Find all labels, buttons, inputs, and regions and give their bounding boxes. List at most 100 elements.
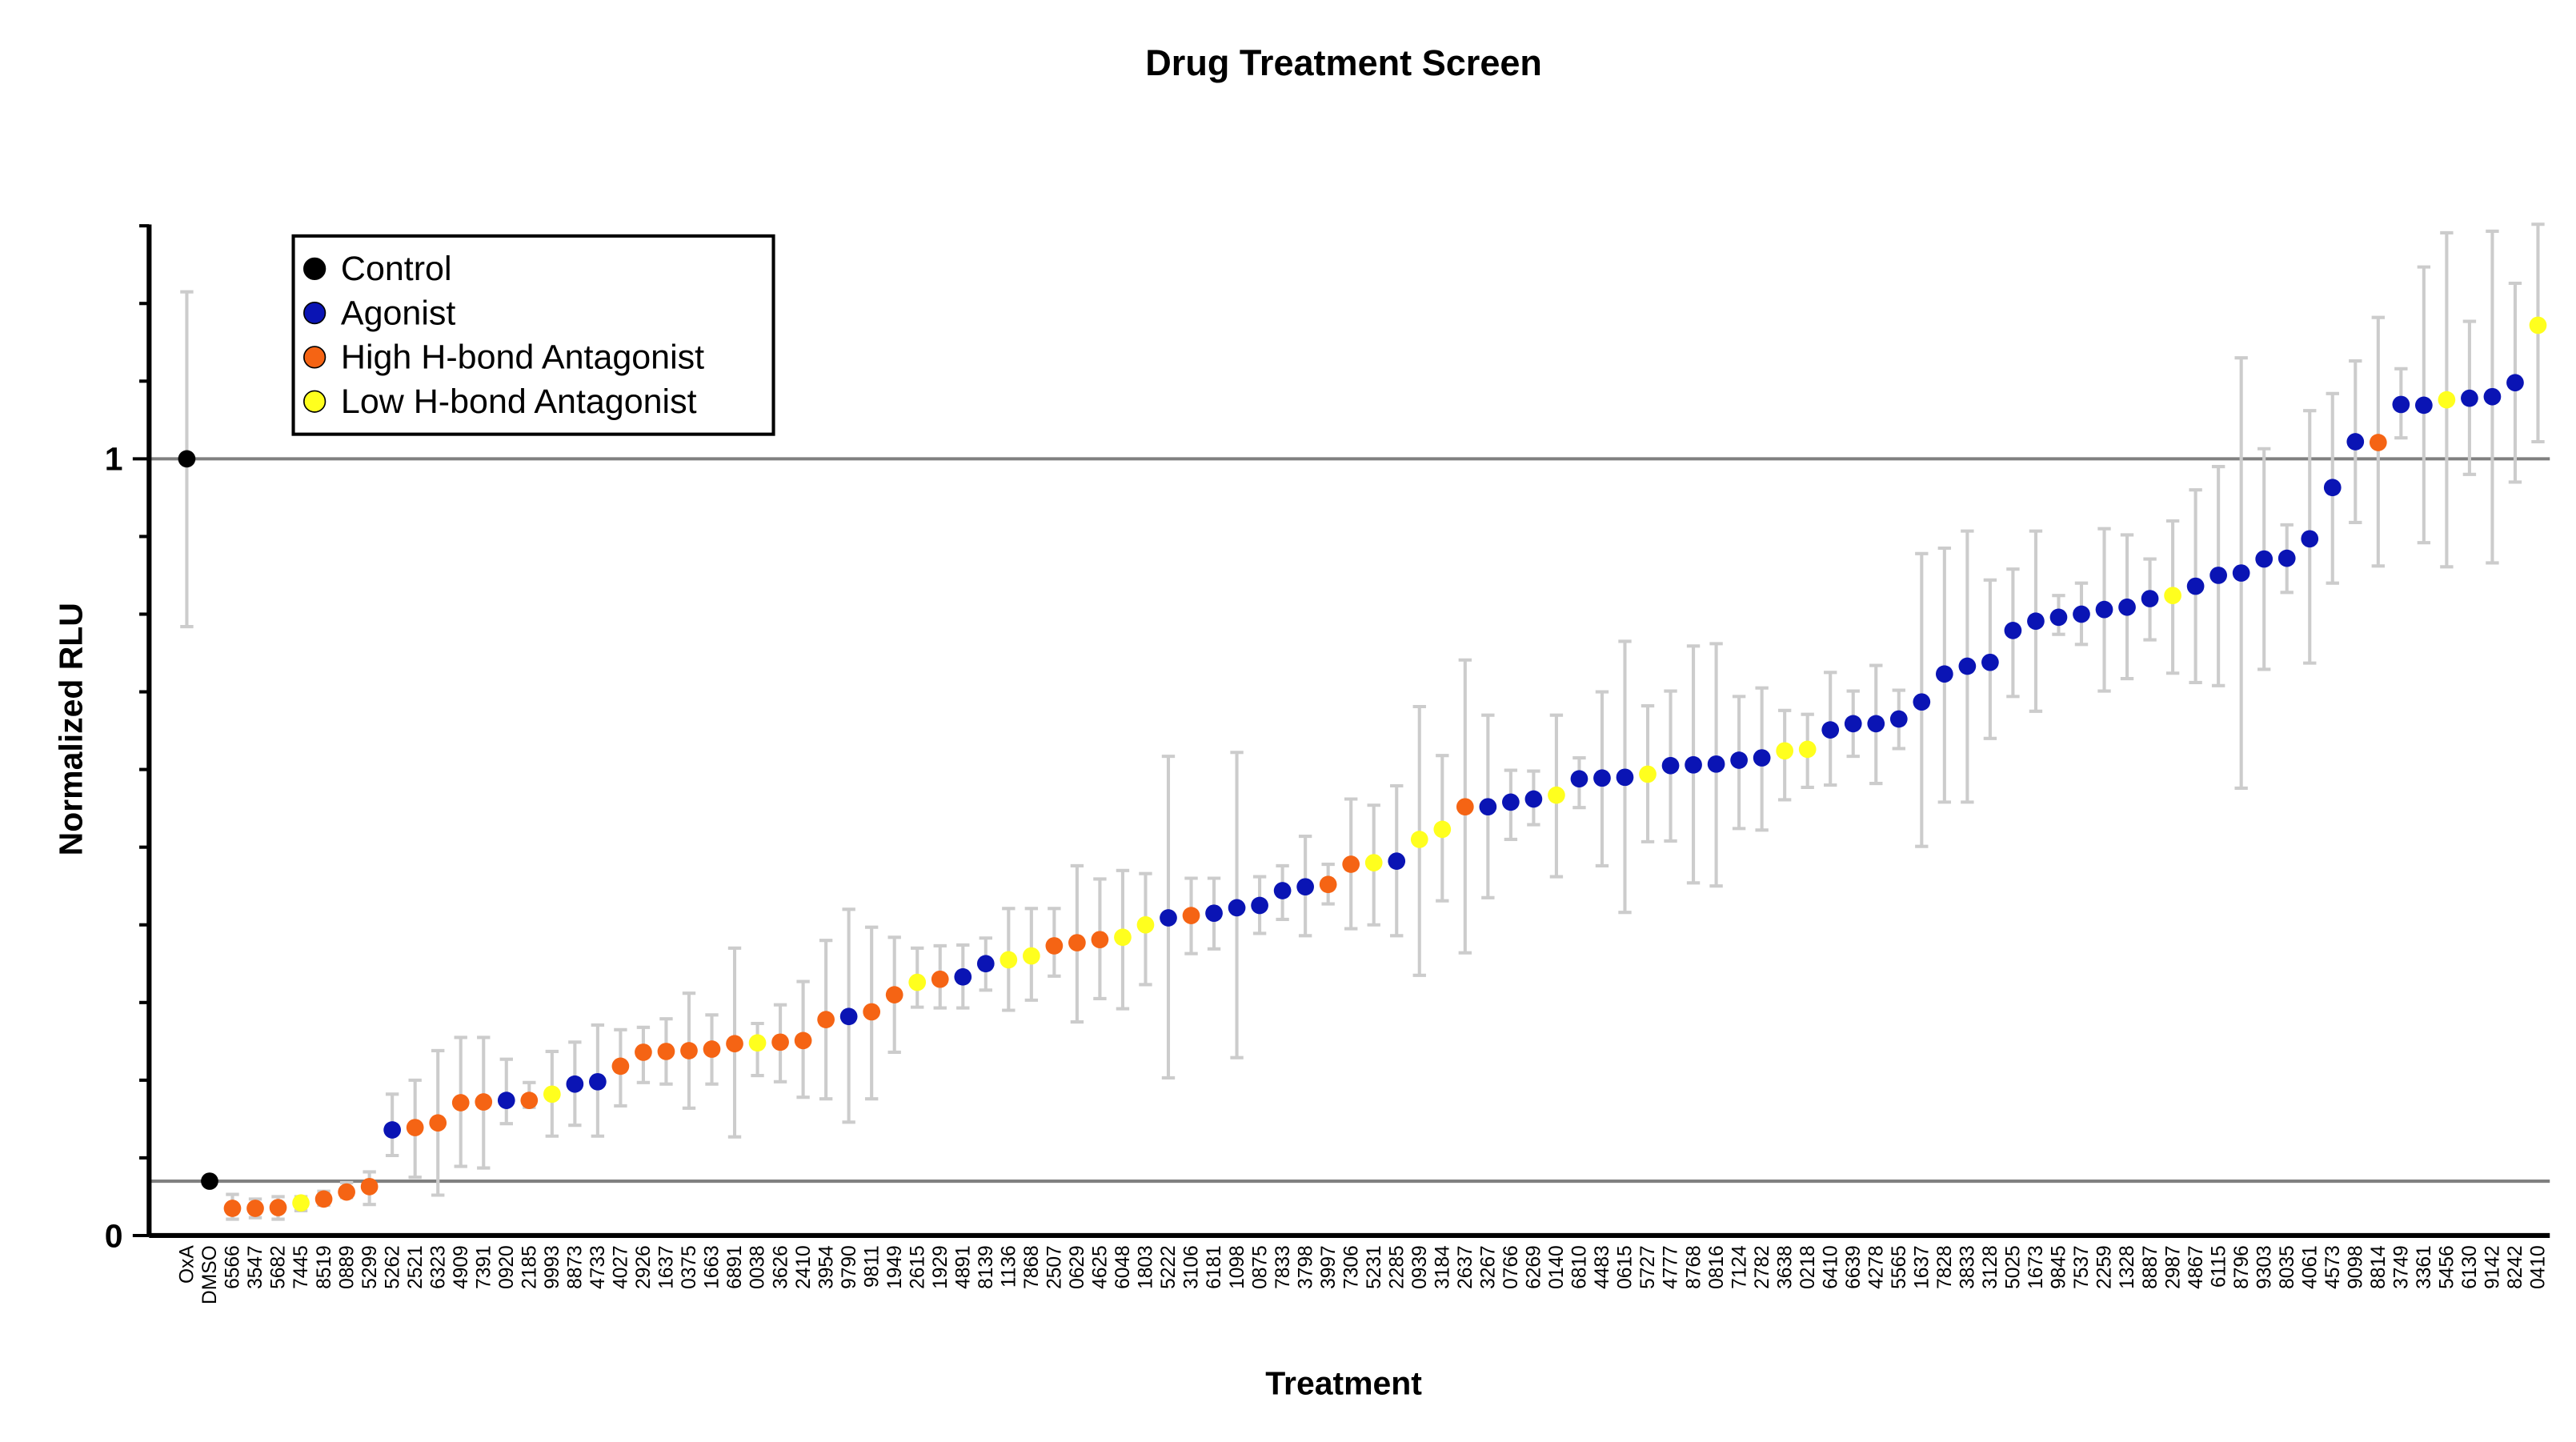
data-point-agonist — [2118, 598, 2136, 616]
data-point-agonist — [2049, 608, 2068, 627]
data-point-agonist — [839, 1007, 858, 1026]
data-point-high — [246, 1200, 264, 1217]
data-point-agonist — [954, 967, 972, 986]
data-point-low — [543, 1085, 561, 1104]
x-tick-label: 8873 — [565, 1245, 587, 1289]
data-point-high — [635, 1043, 652, 1061]
x-tick-label: 1803 — [1136, 1245, 1157, 1289]
data-point-high — [406, 1119, 424, 1136]
x-tick-label: 6639 — [1843, 1245, 1865, 1289]
legend-marker-control — [303, 257, 327, 280]
y-axis-ticks: 01 — [105, 224, 150, 1254]
data-point-high — [1068, 934, 1086, 951]
data-point-high — [269, 1199, 287, 1216]
data-point-agonist — [1273, 882, 1292, 899]
data-point-high — [885, 986, 903, 1003]
x-tick-label: 6410 — [1820, 1245, 1841, 1289]
x-tick-label: 9098 — [2345, 1245, 2366, 1289]
data-point-high — [657, 1043, 675, 1060]
x-tick-label: 1663 — [702, 1245, 723, 1289]
x-tick-label: 9993 — [542, 1245, 563, 1289]
x-tick-label: 0875 — [1249, 1245, 1271, 1289]
x-tick-label: 5262 — [382, 1245, 403, 1289]
data-point-high — [1182, 907, 1200, 924]
x-tick-label: 6566 — [222, 1245, 244, 1289]
data-point-agonist — [1251, 896, 1268, 915]
x-tick-label: 3638 — [1774, 1245, 1796, 1289]
x-tick-label: 7828 — [1934, 1245, 1956, 1289]
data-point-agonist — [2278, 549, 2296, 567]
data-point-agonist — [1844, 715, 1862, 733]
data-point-agonist — [1616, 768, 1634, 787]
x-tick-label: 3997 — [1318, 1245, 1340, 1289]
data-point-agonist — [2027, 612, 2045, 631]
data-point-agonist — [2255, 550, 2274, 568]
x-tick-label: 6269 — [1524, 1245, 1545, 1289]
data-point-agonist — [1730, 751, 1748, 769]
x-tick-label: 7833 — [1272, 1245, 1294, 1289]
x-tick-label: 3626 — [770, 1245, 791, 1289]
data-point-control — [178, 450, 196, 468]
x-tick-label: 0218 — [1797, 1245, 1819, 1289]
x-tick-label: 4625 — [1090, 1245, 1112, 1289]
x-tick-label: 0939 — [1409, 1245, 1431, 1289]
data-point-agonist — [2506, 374, 2524, 392]
x-tick-label: 3833 — [1957, 1245, 1979, 1289]
x-tick-label: 1637 — [1912, 1245, 1933, 1289]
x-tick-label: 9845 — [2049, 1245, 2070, 1289]
data-point-high — [314, 1190, 333, 1208]
data-point-agonist — [2323, 479, 2342, 497]
x-tick-label: 1098 — [1227, 1245, 1248, 1289]
data-point-high — [1319, 875, 1337, 894]
data-point-agonist — [1981, 653, 1999, 671]
data-point-agonist — [1570, 770, 1588, 788]
x-tick-label: 1949 — [884, 1245, 906, 1289]
data-point-low — [1639, 765, 1657, 783]
x-tick-label: 6115 — [2208, 1245, 2229, 1288]
x-tick-label: OxA — [177, 1245, 198, 1284]
x-tick-label: 7391 — [473, 1245, 495, 1289]
x-tick-label: 1136 — [999, 1245, 1020, 1288]
data-point-agonist — [1661, 756, 1680, 775]
data-point-agonist — [2209, 567, 2227, 584]
x-tick-label: 2926 — [633, 1245, 655, 1289]
data-point-agonist — [2415, 396, 2433, 415]
x-tick-label: 2410 — [793, 1245, 815, 1289]
x-tick-label: 8519 — [314, 1245, 335, 1289]
data-point-low — [2438, 391, 2456, 409]
x-tick-label: 1328 — [2117, 1245, 2138, 1289]
legend-marker-high — [303, 346, 327, 369]
x-tick-label: 0375 — [679, 1245, 700, 1289]
data-point-high — [863, 1003, 881, 1021]
data-point-high — [520, 1092, 539, 1109]
axes — [146, 224, 2550, 1239]
x-tick-label: 1929 — [930, 1245, 951, 1289]
data-point-high — [794, 1031, 812, 1050]
data-point-control — [201, 1172, 218, 1190]
x-tick-label: 4573 — [2322, 1245, 2344, 1289]
x-tick-label: 3184 — [1432, 1245, 1453, 1289]
data-point-agonist — [2483, 387, 2502, 406]
data-point-agonist — [2392, 395, 2410, 414]
x-tick-label: 6810 — [1569, 1245, 1591, 1289]
x-tick-label: 4909 — [451, 1245, 472, 1289]
data-point-high — [451, 1094, 470, 1112]
data-point-agonist — [1160, 909, 1177, 927]
x-tick-label: 8768 — [1683, 1245, 1705, 1289]
y-tick-label: 1 — [105, 441, 123, 478]
x-tick-label: 3547 — [245, 1245, 266, 1289]
data-point-high — [726, 1035, 743, 1053]
data-point-agonist — [1205, 904, 1223, 923]
data-point-agonist — [2232, 564, 2250, 582]
legend-label-high: High H-bond Antagonist — [341, 338, 704, 377]
data-point-low — [1022, 947, 1040, 965]
x-tick-label: 9142 — [2482, 1245, 2504, 1289]
data-point-high — [703, 1040, 721, 1058]
data-point-agonist — [976, 955, 995, 973]
x-tick-label: 0920 — [496, 1245, 518, 1289]
data-point-agonist — [2073, 605, 2090, 623]
error-bar — [499, 1057, 513, 1126]
data-point-agonist — [2004, 622, 2022, 639]
x-tick-label: 2185 — [519, 1245, 540, 1289]
